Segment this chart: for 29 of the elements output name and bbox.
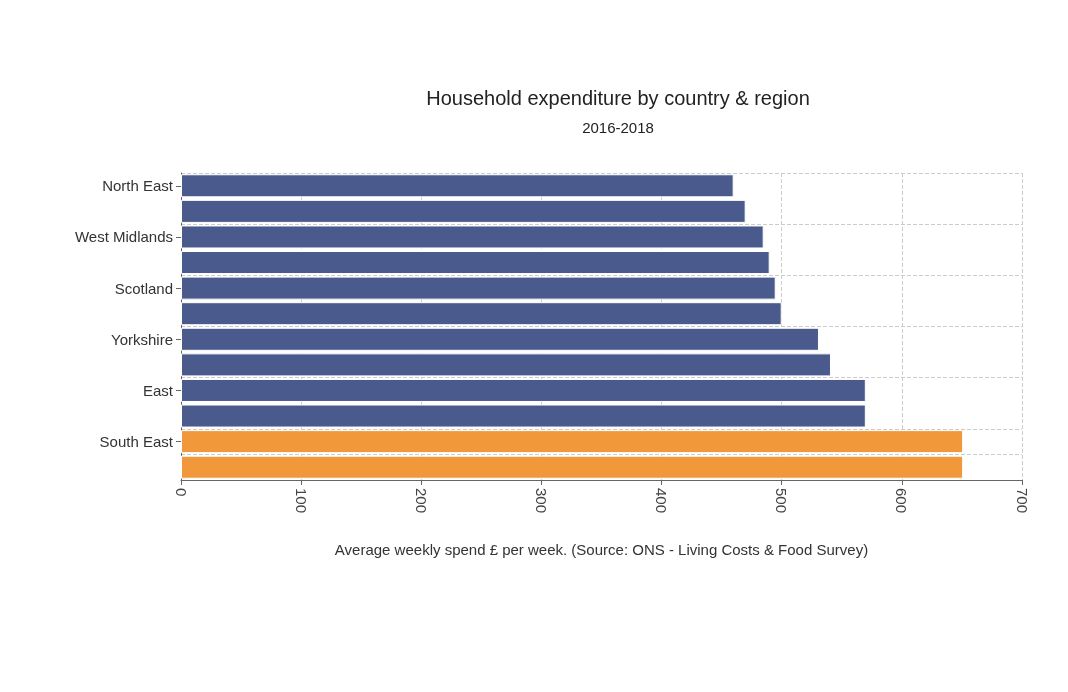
bar bbox=[181, 353, 831, 377]
x-tick-label: 0 bbox=[172, 488, 190, 497]
bar bbox=[181, 430, 964, 454]
bar bbox=[181, 404, 866, 428]
bar bbox=[181, 174, 734, 198]
bar bbox=[181, 251, 770, 275]
y-tick-label: West Midlands bbox=[74, 228, 173, 246]
x-tick-label: 300 bbox=[532, 488, 550, 514]
chart-subtitle: 2016-2018 bbox=[582, 119, 654, 136]
y-tick-label: Yorkshire bbox=[111, 330, 173, 348]
bar bbox=[181, 378, 866, 402]
bar bbox=[181, 276, 776, 300]
y-tick-label: Scotland bbox=[114, 279, 173, 297]
bar bbox=[181, 199, 746, 223]
y-tick-label: East bbox=[142, 381, 174, 399]
x-tick-label: 500 bbox=[773, 488, 791, 514]
bar bbox=[181, 455, 964, 479]
x-tick-label: 400 bbox=[653, 488, 671, 514]
bar bbox=[181, 225, 764, 249]
bar bbox=[181, 302, 782, 326]
chart-title: Household expenditure by country & region bbox=[426, 87, 810, 109]
x-axis-title: Average weekly spend £ per week. (Source: ONS - Living Costs & Food Survey) bbox=[334, 541, 869, 558]
bar bbox=[181, 327, 819, 351]
x-tick-label: 600 bbox=[893, 488, 911, 514]
x-tick-label: 200 bbox=[412, 488, 430, 514]
y-tick-label: South East bbox=[99, 433, 174, 451]
x-tick-label: 100 bbox=[292, 488, 310, 514]
x-tick-label: 700 bbox=[1013, 488, 1031, 514]
y-tick-label: North East bbox=[102, 177, 174, 195]
